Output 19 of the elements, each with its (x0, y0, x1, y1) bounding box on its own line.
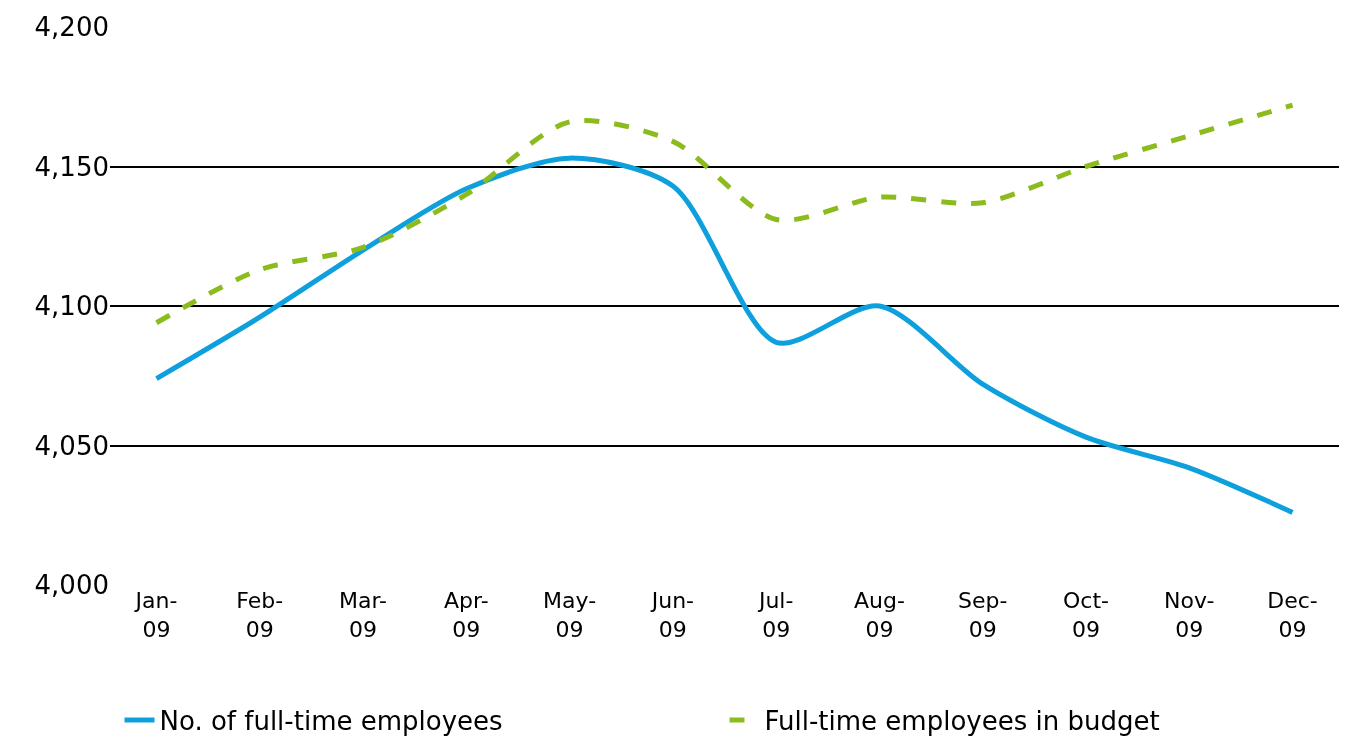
x-tick-label: Oct-09 (1062, 588, 1109, 642)
x-tick-label: Nov-09 (1164, 588, 1215, 642)
x-tick-label: Feb-09 (236, 588, 284, 642)
x-tick-label: Mar-09 (339, 588, 388, 642)
x-tick-label: Jul-09 (756, 588, 794, 642)
y-tick-label: 4,050 (34, 430, 109, 461)
x-tick-label: Dec-09 (1267, 588, 1318, 642)
x-tick-label: Apr-09 (444, 588, 489, 642)
x-tick-label: Aug-09 (853, 588, 905, 642)
x-tick-label: May-09 (543, 588, 597, 642)
legend-label: Full-time employees in budget (764, 706, 1160, 737)
y-tick-label: 4,150 (34, 151, 109, 182)
y-tick-label: 4,200 (34, 12, 109, 43)
y-tick-label: 4,100 (34, 291, 109, 322)
x-tick-label: Jun-09 (649, 588, 695, 642)
legend-label: No. of full-time employees (159, 706, 503, 737)
y-tick-label: 4,000 (34, 570, 109, 601)
x-tick-label: Jan-09 (133, 588, 178, 642)
x-tick-label: Sep-09 (957, 588, 1008, 642)
